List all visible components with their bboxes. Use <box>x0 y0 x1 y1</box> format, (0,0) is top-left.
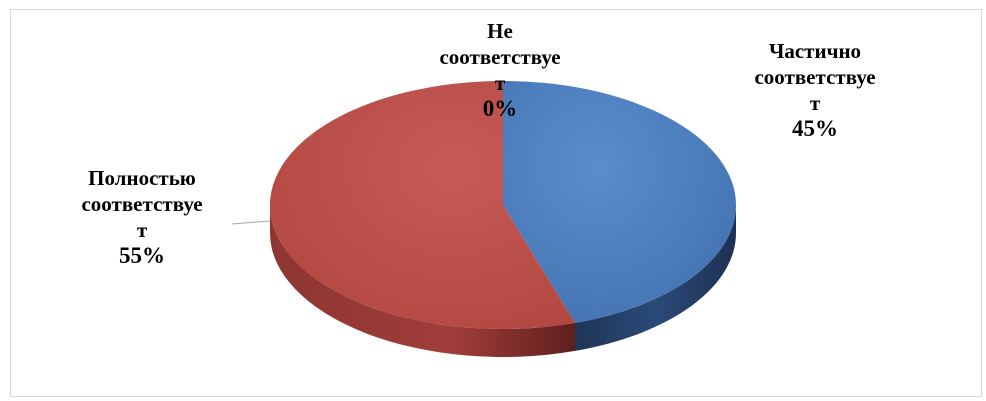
pie-side-layer <box>270 205 736 357</box>
slice-label-partial-value: 45% <box>792 116 838 141</box>
slice-label-none-name: Не соответствуе т <box>439 19 561 95</box>
pie-slice-0 <box>503 81 736 323</box>
pie-top-layer <box>269 81 736 330</box>
slice-label-partial-name: Частично соответствуе т <box>754 39 876 115</box>
slice-label-full: Полностью соответствуе т 55% <box>42 165 242 269</box>
pie-slice-0-side <box>575 205 736 351</box>
pie-slice-2-side <box>270 205 576 357</box>
slice-label-full-value: 55% <box>119 243 165 268</box>
slice-label-full-name: Полностью соответствуе т <box>81 166 203 242</box>
leader-line <box>231 220 271 225</box>
slice-label-partial: Частично соответствуе т 45% <box>715 38 915 142</box>
pie-slice-2 <box>269 81 576 330</box>
slice-label-none-value: 0% <box>482 96 518 121</box>
slice-label-none: Не соответствуе т 0% <box>400 18 600 122</box>
